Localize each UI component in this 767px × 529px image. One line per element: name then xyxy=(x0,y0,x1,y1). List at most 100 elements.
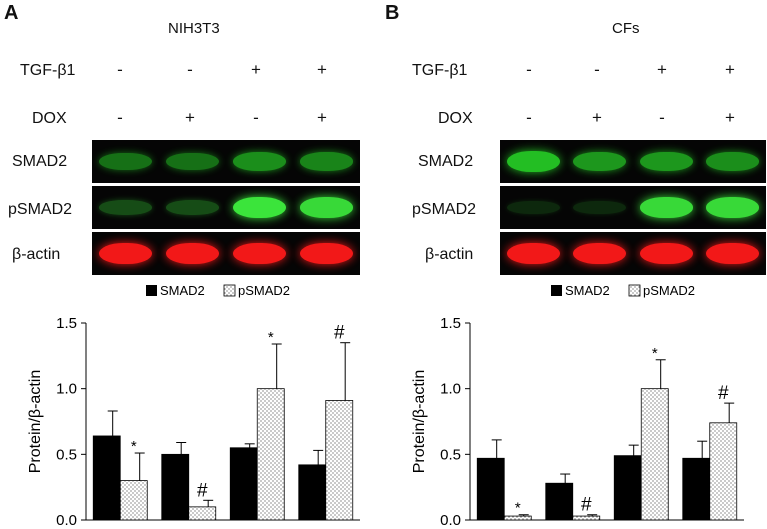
legend-swatch-smad2 xyxy=(146,285,157,296)
legend-label-smad2: SMAD2 xyxy=(160,283,205,298)
sign: - xyxy=(526,108,532,127)
bar-smad2 xyxy=(229,447,258,521)
significance-star: * xyxy=(131,438,137,455)
bar-psmad2 xyxy=(325,400,354,521)
western-blot-psmad2 xyxy=(92,186,360,229)
blot-band xyxy=(98,200,153,215)
bar-smad2 xyxy=(682,457,711,521)
blot-band xyxy=(165,242,220,264)
significance-star: * xyxy=(268,329,274,346)
y-tick-label: 0.5 xyxy=(440,446,461,463)
bar-psmad2 xyxy=(119,480,148,521)
blot-label: SMAD2 xyxy=(12,153,68,170)
blot-band xyxy=(232,152,287,171)
blot-band xyxy=(506,150,560,172)
blot-band xyxy=(573,151,627,172)
legend-swatch-psmad2 xyxy=(223,284,236,297)
treatment-label-dox: DOX xyxy=(438,110,473,127)
y-tick-label: 1.0 xyxy=(440,381,461,398)
significance-hash: # xyxy=(581,495,592,516)
y-tick-label: 1.5 xyxy=(56,315,77,332)
blot-band xyxy=(98,152,153,171)
y-tick-label: 1.5 xyxy=(440,315,461,332)
bar-smad2 xyxy=(92,435,121,521)
sign: + xyxy=(725,60,735,79)
blot-band xyxy=(639,242,693,264)
blot-label: β-actin xyxy=(425,246,474,263)
cell-line-title: CFs xyxy=(612,20,640,37)
legend-swatch-smad2 xyxy=(551,285,562,296)
western-blot-psmad2 xyxy=(500,186,766,229)
bar-smad2 xyxy=(545,482,574,521)
y-axis-label: Protein/β-actin xyxy=(411,370,428,473)
blot-band xyxy=(98,242,153,264)
significance-hash: # xyxy=(334,323,345,344)
blot-band xyxy=(299,197,354,218)
sign: + xyxy=(251,60,261,79)
y-tick-label: 0.0 xyxy=(56,512,77,529)
sign: + xyxy=(725,108,735,127)
bar-psmad2 xyxy=(709,422,738,521)
treatment-label-tgf: TGF-β1 xyxy=(20,62,76,79)
blot-band xyxy=(506,242,560,264)
blot-band xyxy=(232,196,287,218)
blot-band xyxy=(165,200,220,215)
blot-label: pSMAD2 xyxy=(412,201,477,218)
western-blot-smad2 xyxy=(500,140,766,183)
panel-letter: A xyxy=(4,2,19,24)
blot-band xyxy=(639,197,693,218)
blot-band xyxy=(299,242,354,264)
bar-psmad2 xyxy=(503,515,532,521)
significance-hash: # xyxy=(197,480,208,501)
blot-band xyxy=(232,242,287,264)
sign: - xyxy=(253,108,259,127)
bar-psmad2 xyxy=(188,506,217,521)
blot-band xyxy=(165,152,220,171)
bar-chart-a: SMAD2 pSMAD2 0.0 0.5 1.0 1.5 Protein/β-actin * #… xyxy=(27,283,360,529)
panel-letter: B xyxy=(385,2,400,24)
blot-band xyxy=(573,242,627,264)
bar-smad2 xyxy=(613,455,642,521)
bar-smad2 xyxy=(476,457,505,521)
blot-label: pSMAD2 xyxy=(8,201,73,218)
western-blot-smad2 xyxy=(92,140,360,183)
bar-smad2 xyxy=(298,464,327,521)
sign: - xyxy=(187,60,193,79)
sign: + xyxy=(185,108,195,127)
western-blot-beta-actin xyxy=(92,232,360,275)
blot-band xyxy=(639,151,693,172)
blot-band xyxy=(706,197,760,218)
bar-psmad2 xyxy=(640,388,669,521)
treatment-label-tgf: TGF-β1 xyxy=(412,62,468,79)
treatment-label-dox: DOX xyxy=(32,110,67,127)
bar-psmad2 xyxy=(256,388,285,521)
significance-star: * xyxy=(515,500,521,517)
y-tick-label: 0.5 xyxy=(56,446,77,463)
sign: + xyxy=(657,60,667,79)
y-axis-label: Protein/β-actin xyxy=(27,370,44,473)
blot-band xyxy=(706,152,760,171)
sign: - xyxy=(594,60,600,79)
legend-label-smad2: SMAD2 xyxy=(565,283,610,298)
sign: + xyxy=(317,108,327,127)
cell-line-title: NIH3T3 xyxy=(168,20,220,37)
western-blot-beta-actin xyxy=(500,232,766,275)
sign: + xyxy=(317,60,327,79)
legend-label-psmad2: pSMAD2 xyxy=(643,283,695,298)
sign: - xyxy=(659,108,665,127)
sign: - xyxy=(117,108,123,127)
y-tick-label: 0.0 xyxy=(440,512,461,529)
legend-label-psmad2: pSMAD2 xyxy=(238,283,290,298)
significance-hash: # xyxy=(718,383,729,404)
bar-smad2 xyxy=(161,453,190,521)
blot-band xyxy=(706,242,760,264)
bar-chart-b: SMAD2 pSMAD2 0.0 0.5 1.0 1.5 Protein/β-actin * #… xyxy=(411,283,744,529)
blot-band xyxy=(573,200,627,215)
blot-band xyxy=(299,152,354,171)
blot-label: β-actin xyxy=(12,246,61,263)
sign: + xyxy=(592,108,602,127)
sign: - xyxy=(526,60,532,79)
blot-band xyxy=(506,200,560,215)
y-tick-label: 1.0 xyxy=(56,381,77,398)
significance-star: * xyxy=(652,345,658,362)
